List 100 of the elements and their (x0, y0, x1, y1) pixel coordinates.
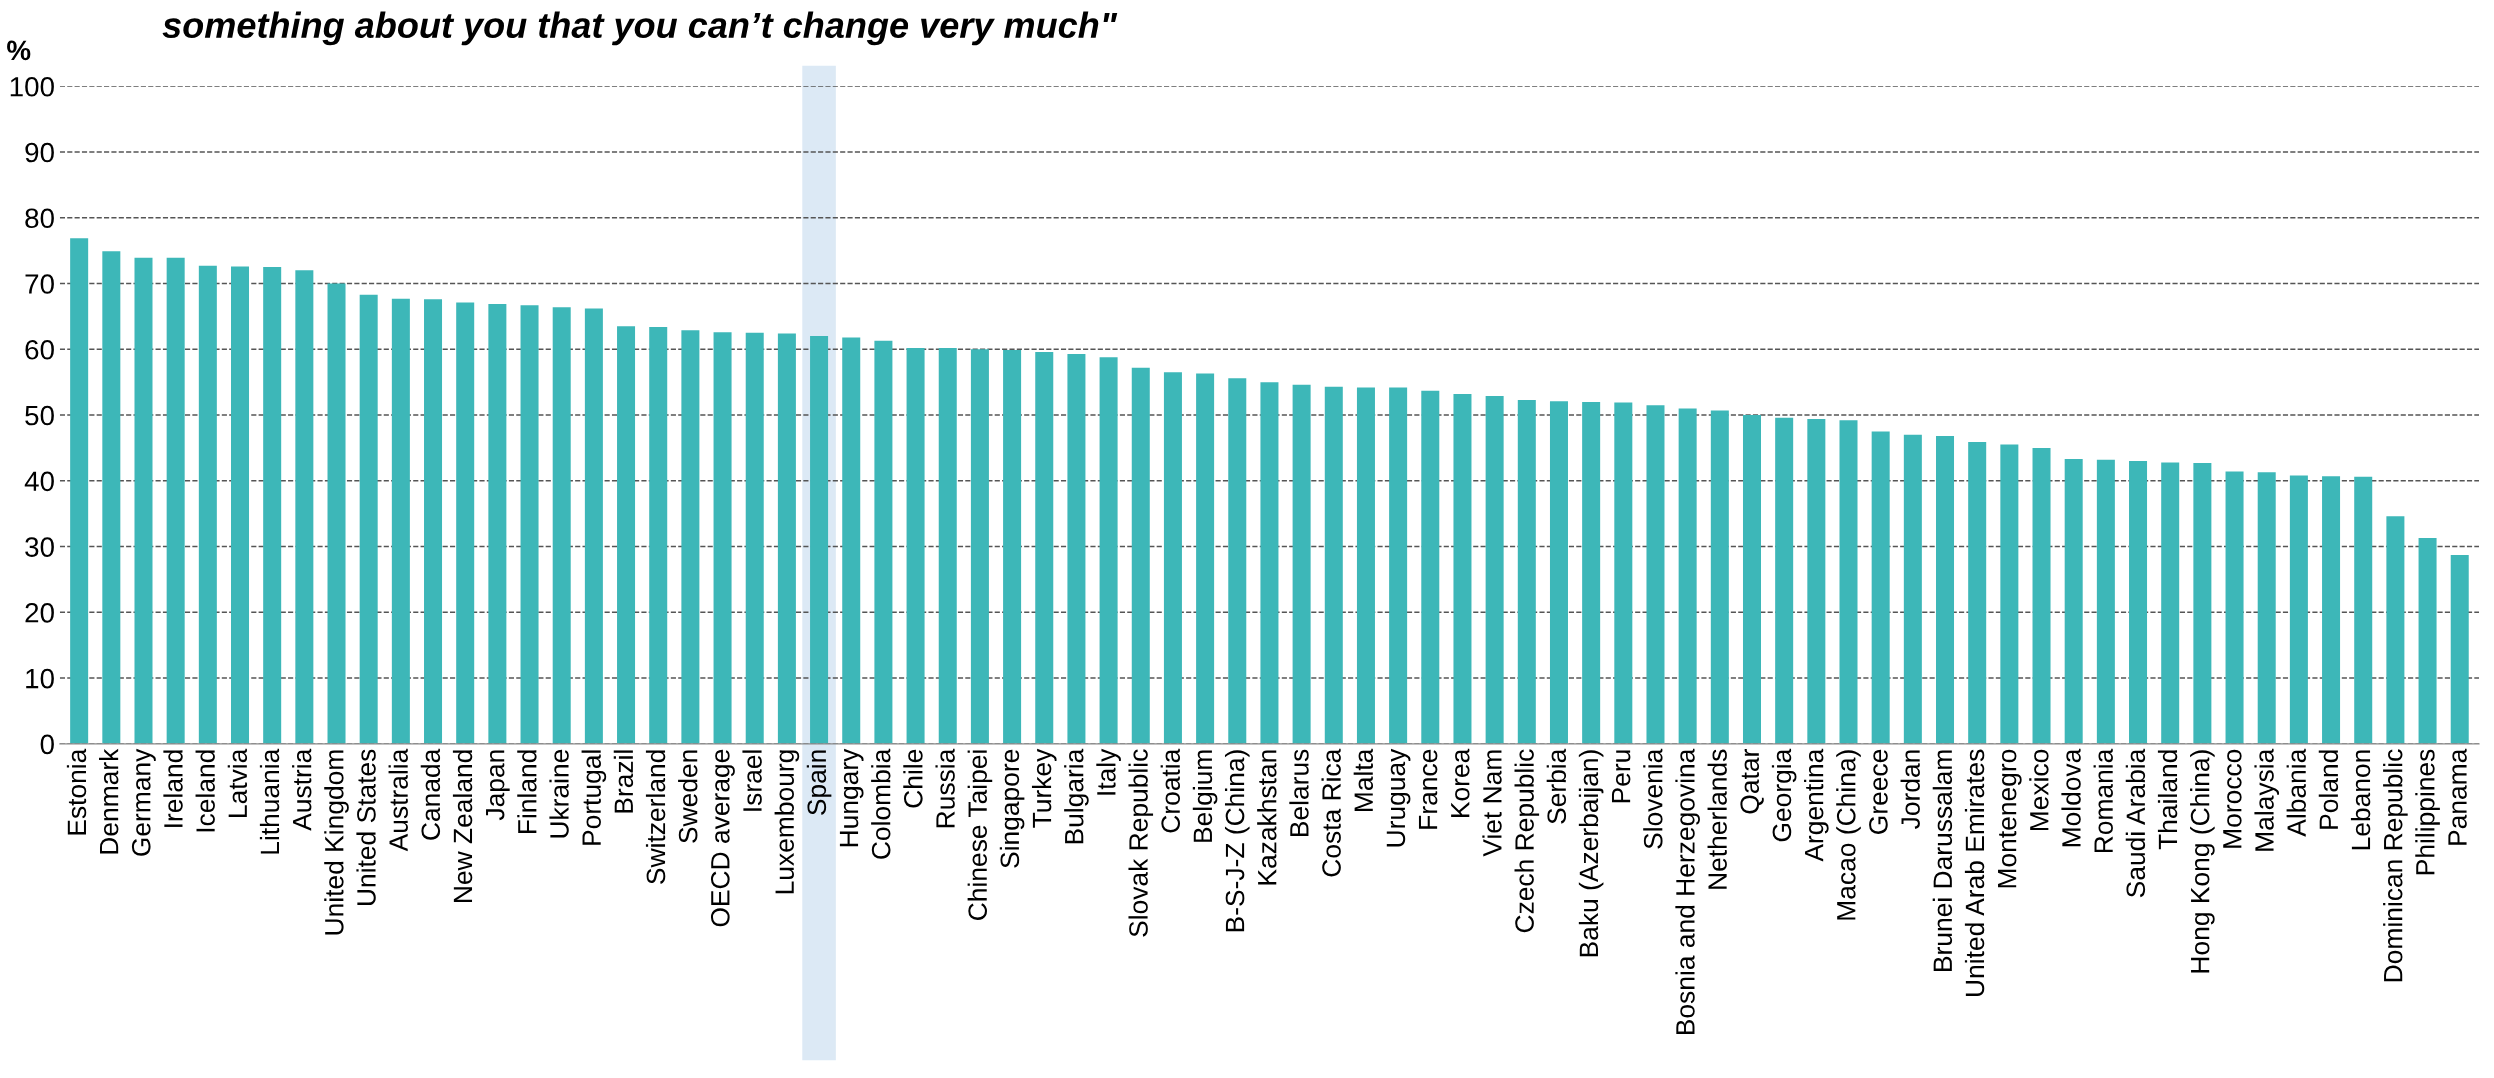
x-tick-label: Lithuania (259, 748, 280, 854)
bar (1968, 441, 1987, 744)
x-tick-label: Israel (742, 750, 762, 811)
bar (424, 299, 443, 744)
x-tick-label: Belarus (1289, 749, 1309, 836)
bar (1035, 351, 1054, 744)
x-tick-label: Greece (1869, 749, 1888, 834)
x-tick-label: Estonia (66, 748, 87, 835)
bar (1067, 353, 1086, 744)
bar (1614, 402, 1633, 744)
x-tick-label: Baku (Azerbaijan) (1578, 750, 1604, 957)
bar (391, 298, 410, 744)
bar (1099, 357, 1118, 744)
x-tick-label: Thailand (2157, 750, 2178, 850)
x-tick-label: France (1418, 749, 1438, 829)
bar (970, 349, 989, 744)
bar (1871, 431, 1890, 744)
x-tick-label: Hong Kong (China) (2190, 750, 2215, 973)
y-tick-label: 70 (25, 274, 54, 294)
x-tick-label: Poland (2318, 750, 2339, 829)
x-tick-label: Croatia (1160, 748, 1181, 833)
x-tick-label: Denmark (99, 748, 119, 854)
bar (2096, 459, 2115, 744)
bar (231, 266, 250, 744)
bar (1775, 417, 1794, 744)
bar (2257, 472, 2276, 744)
bar (713, 332, 732, 744)
x-tick-label: Sweden (678, 750, 698, 843)
bar (1324, 386, 1343, 744)
bar (359, 294, 378, 744)
bar (1839, 420, 1858, 744)
x-tick-label: Brunei Darussalam (1932, 750, 1953, 971)
bar (263, 267, 282, 744)
x-tick-label: Russia (935, 748, 955, 828)
x-tick-label: Austria (292, 748, 312, 831)
x-tick-label: New Zealand (452, 750, 473, 902)
x-tick-label: Chile (903, 749, 923, 808)
x-tick-label: Uruguay (1386, 748, 1411, 847)
x-tick-label: Czech Republic (1514, 749, 1540, 933)
x-tick-label: Belgium (1192, 750, 1218, 842)
bar (1228, 378, 1247, 744)
x-tick-label: Romania (2093, 748, 2113, 853)
bar (552, 307, 571, 744)
bar (1163, 372, 1182, 744)
x-tick-label: Argentina (1804, 748, 1829, 862)
y-axis-title: % (7, 40, 31, 61)
y-tick-label: 80 (25, 208, 54, 229)
bar (810, 336, 829, 744)
y-tick-label: 0 (40, 734, 54, 755)
chart-title: something about you that you can’t change very much" (162, 11, 1118, 46)
bar (2064, 459, 2083, 744)
x-tick-label: Germany (131, 748, 156, 856)
x-tick-label: Kazakhstan (1257, 750, 1277, 885)
x-tick-label: Saudi Arabia (2125, 748, 2146, 898)
x-tick-label: Panama (2448, 748, 2467, 845)
x-tick-label: Lebanon (2350, 750, 2371, 850)
bar (938, 347, 957, 744)
x-tick-label: Portugal (581, 750, 607, 845)
x-tick-label: Luxembourg (774, 750, 800, 894)
bar (1131, 367, 1150, 744)
x-tick-label: Australia (388, 748, 408, 852)
bar (456, 302, 475, 744)
bar (2354, 476, 2373, 744)
bar (745, 332, 764, 744)
x-tick-label: Malta (1353, 748, 1374, 812)
x-tick-label: Canada (420, 748, 441, 840)
x-tick-label: Spain (806, 750, 832, 815)
bar (2032, 447, 2051, 744)
bar (520, 305, 539, 744)
bar (134, 257, 153, 744)
x-tick-label: Ukraine (549, 749, 569, 838)
x-tick-label: Jordan (1900, 750, 1920, 829)
x-tick-label: Colombia (871, 748, 891, 859)
y-tick-label: 90 (25, 142, 54, 163)
bar (2000, 444, 2019, 744)
bar (2450, 555, 2469, 744)
y-tick-label: 30 (25, 537, 54, 557)
x-tick-label: Viet Nam (1482, 750, 1502, 857)
bar (1517, 399, 1536, 744)
x-tick-label: United Arab Emirates (1964, 749, 1985, 996)
x-tick-label: Iceland (195, 750, 215, 832)
x-tick-label: Bulgaria (1064, 748, 1089, 844)
x-tick-label: Peru (1611, 750, 1631, 803)
bar (166, 257, 185, 744)
bar (2161, 462, 2180, 744)
y-tick-label: 100 (10, 76, 54, 97)
bar (2386, 516, 2405, 744)
bar (70, 238, 89, 744)
bar (777, 333, 796, 744)
x-tick-label: Bosnia and Herzegovina (1675, 748, 1700, 1035)
bar (1292, 384, 1311, 744)
bar (649, 326, 668, 744)
bar (1421, 390, 1440, 744)
x-tick-label: Switzerland (645, 750, 666, 884)
x-tick-label: Slovak Republic (1128, 749, 1154, 937)
bar (874, 340, 893, 744)
x-tick-label: United Kingdom (324, 750, 349, 935)
x-tick-label: Morocco (2223, 749, 2242, 848)
bar (1903, 434, 1922, 744)
bar (488, 303, 507, 744)
